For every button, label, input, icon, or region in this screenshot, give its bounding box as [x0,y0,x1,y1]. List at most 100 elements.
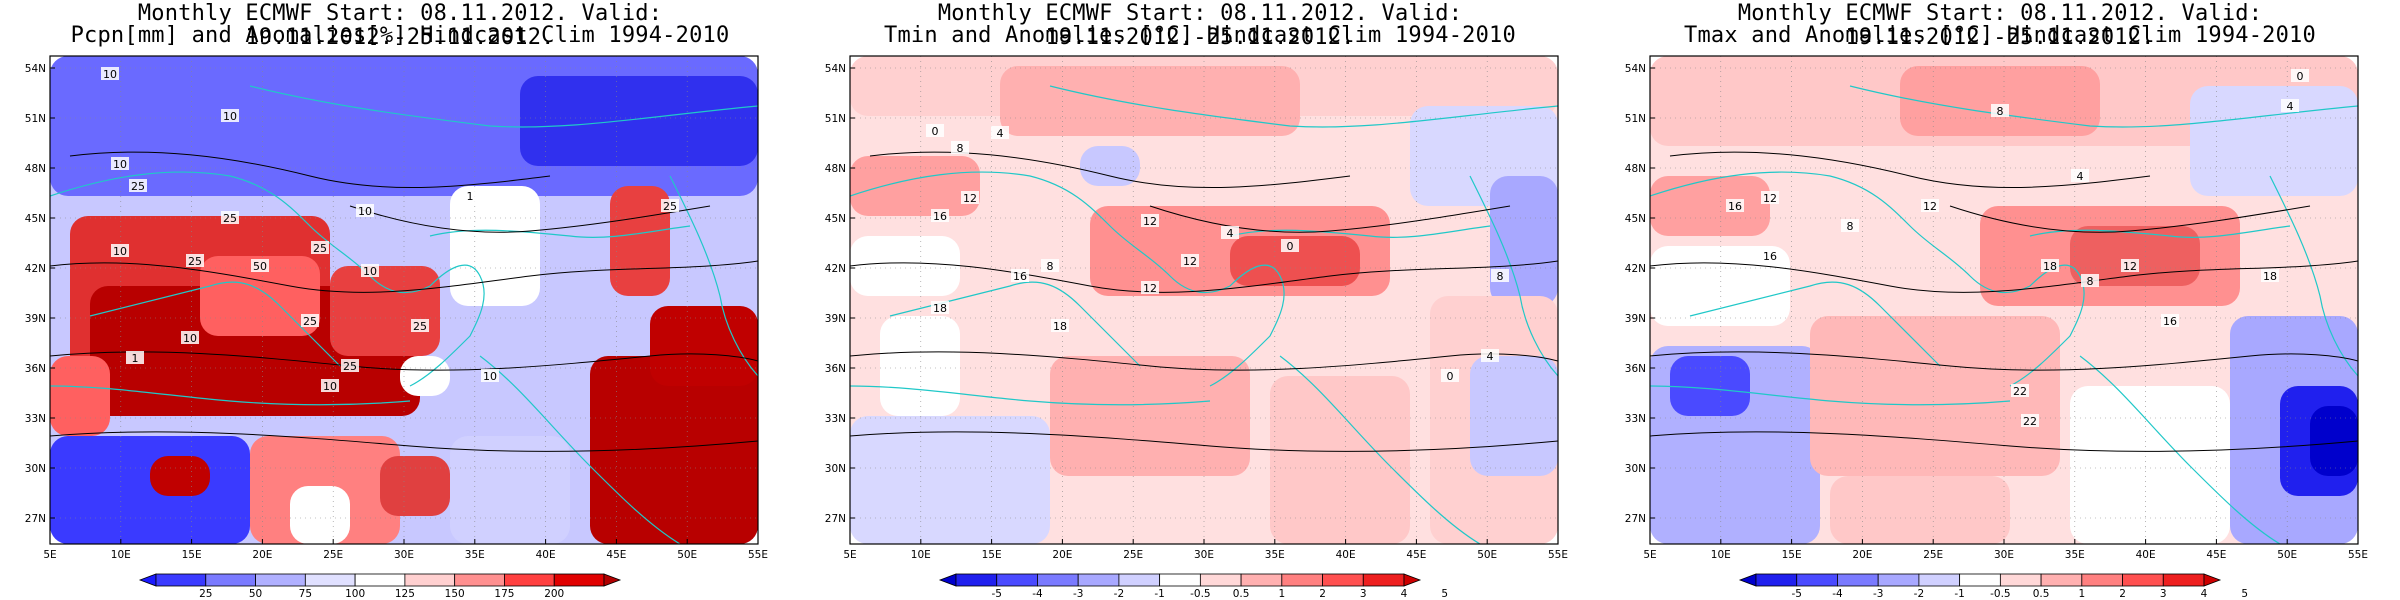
lon-tick-label: 35E [2065,549,2085,561]
contour-label: 12 [1143,282,1157,295]
contour-label: 25 [313,242,327,255]
tmin-map: 0 4 8 12 16 12 4 0 8 12 16 18 12 18 8 4 0 54N 51N 48N 45N 42N… [800,48,1600,568]
lon-tick-label: 30E [394,549,414,561]
lon-tick-label: 10E [1711,549,1731,561]
shading-region [1230,236,1360,286]
colorbar-tick-label: 25 [199,588,212,600]
contour-label: 18 [2043,260,2057,273]
tmax-panel: Monthly ECMWF Start: 08.11.2012. Valid: … [1600,0,2400,600]
lon-tick-label: 25E [1123,549,1143,561]
colorbar-tick-label: 3 [2160,588,2167,600]
lat-tick-label: 39N [1625,313,1646,325]
colorbar-tick-label: 150 [445,588,465,600]
shading-region [290,486,350,544]
lat-tick-label: 30N [25,463,46,475]
shading-region [2070,226,2200,286]
contour-label: 8 [1847,220,1854,233]
panel-title-line2: Pcpn[mm] and Anomalies[%] Hindcast Clim … [70,23,730,48]
shading-region [330,266,440,356]
colorbar-segment [2162,573,2205,587]
shading-region [50,356,110,436]
lon-tick-label: 40E [536,549,556,561]
colorbar-segment [2122,573,2164,587]
panel-title-line1: Monthly ECMWF Start: 08.11.2012. Valid: … [937,1,1463,50]
contour-label: 16 [1763,250,1777,263]
shading-region [400,356,450,396]
tmax-map: 0 4 8 12 16 12 8 4 16 18 12 22 22 8 16 18 54N 51N 48N 45N 42… [1600,48,2400,568]
lon-tick-label: 15E [1782,549,1802,561]
contour-label: 12 [1183,255,1197,268]
lat-tick-label: 54N [825,63,846,75]
lat-tick-label: 36N [825,363,846,375]
lat-tick-label: 42N [1625,263,1646,275]
contour-label: 25 [303,315,317,328]
colorbar-segment [553,573,605,587]
colorbar-tick-label: -4 [1832,588,1843,600]
lon-tick-label: 35E [1265,549,1285,561]
contour-label: 10 [323,380,337,393]
shading-region [1650,246,1790,326]
lon-tick-label: 45E [2206,549,2226,561]
colorbar-tick-label: 2 [1319,588,1326,600]
tmin-panel: Monthly ECMWF Start: 08.11.2012. Valid: … [800,0,1600,600]
lat-tick-label: 39N [825,313,846,325]
contour-label: 12 [1143,215,1157,228]
contour-label: 10 [483,370,497,383]
contour-label: 16 [1728,200,1742,213]
lon-tick-label: 20E [1852,549,1872,561]
lat-tick-label: 51N [25,113,46,125]
shading-region [850,416,1050,544]
shading-region [1050,356,1250,476]
contour-label: 8 [1047,260,1054,273]
contour-label: 18 [2263,270,2277,283]
shading-region [2190,86,2358,196]
lon-tick-label: 35E [465,549,485,561]
contour-label: 25 [223,212,237,225]
shading-region [1650,176,1770,236]
contour-label: 10 [113,158,127,171]
colorbar-tick-label: -3 [1873,588,1883,600]
lat-tick-label: 45N [25,213,46,225]
colorbar-segment [2081,573,2123,587]
contour-label: 0 [2297,70,2304,83]
contour-label: 12 [2123,260,2137,273]
lon-tick-label: 50E [677,549,697,561]
colorbar-tick-label: 0.5 [1233,588,1250,600]
colorbar-segment [1240,573,1283,587]
colorbar-tick-label: 175 [494,588,514,600]
colorbar-segment [1877,573,1920,587]
lat-tick-label: 54N [1625,63,1646,75]
colorbar-over-arrow [1403,573,1422,587]
colorbar-tick-label: 1 [2078,588,2085,600]
lat-tick-label: 27N [25,513,46,525]
colorbar-tick-label: 5 [1441,588,1448,600]
lon-tick-label: 45E [606,549,626,561]
colorbar-tick-label: -2 [1114,588,1124,600]
shading-region [380,456,450,516]
lon-tick-label: 5E [843,549,856,561]
colorbar-segment [205,573,256,587]
shading-region [520,76,758,166]
contour-label: 16 [2163,315,2177,328]
colorbar-segment [1118,573,1161,587]
contour-label: 12 [1923,200,1937,213]
lat-tick-label: 51N [825,113,846,125]
lat-tick-label: 30N [1625,463,1646,475]
lat-tick-label: 36N [1625,363,1646,375]
shading-region [1080,146,1140,186]
contour-label: 16 [1013,270,1027,283]
shading-region [850,156,980,216]
contour-label: 0 [1287,240,1294,253]
colorbar-segment [2040,573,2083,587]
lon-tick-label: 40E [1336,549,1356,561]
lat-tick-label: 42N [825,263,846,275]
lon-tick-label: 50E [1477,549,1497,561]
colorbar-tick-label: 3 [1360,588,1367,600]
tmax-colorbar: -5 -4 -3 -2 -1 -0.5 0.5 1 2 3 4 5 [1738,573,2248,600]
colorbar-segment [454,573,505,587]
colorbar-under-arrow [138,573,157,587]
lon-tick-label: 5E [1643,549,1656,561]
lat-tick-label: 27N [1625,513,1646,525]
shading-region [1900,66,2100,136]
colorbar-over-arrow [2203,573,2222,587]
